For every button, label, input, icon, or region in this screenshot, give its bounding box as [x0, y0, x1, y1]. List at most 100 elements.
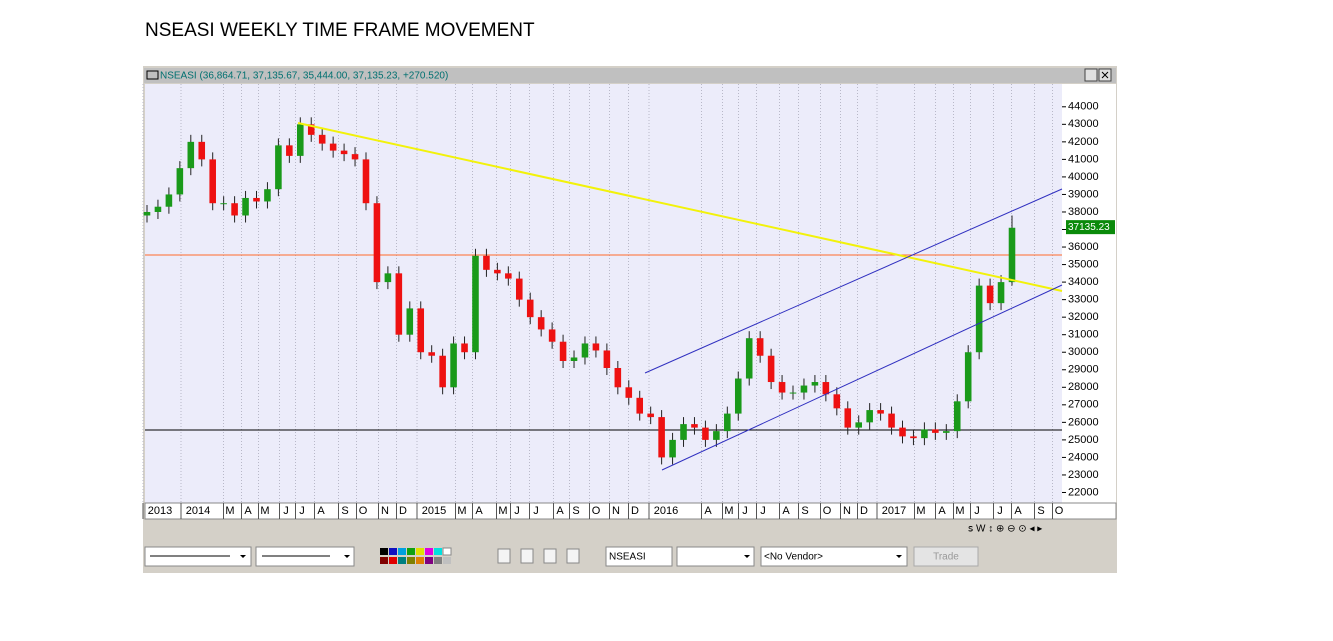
candle-body	[570, 357, 578, 361]
interval-select[interactable]	[676, 546, 755, 567]
y-tick-label: 38000	[1068, 206, 1099, 218]
y-tick-label: 39000	[1068, 188, 1099, 200]
x-tick-label: S	[341, 505, 348, 517]
candle-body	[767, 355, 775, 383]
candle-body	[417, 308, 425, 353]
y-tick-label: 41000	[1068, 153, 1099, 165]
x-tick-label: S	[1037, 505, 1044, 517]
x-tick-label: D	[399, 505, 407, 517]
y-tick-label: 40000	[1068, 171, 1099, 183]
candle-body	[932, 429, 939, 433]
candle-body	[953, 401, 961, 432]
candle-body	[362, 159, 370, 204]
y-tick-label: 42000	[1068, 136, 1099, 148]
y-tick-label: 29000	[1068, 364, 1099, 376]
last-price-label: 37135.23	[1068, 222, 1110, 233]
candle-body	[318, 134, 326, 144]
x-tick-label: J	[533, 505, 539, 517]
restore-button[interactable]	[1084, 68, 1098, 82]
candle-body	[559, 341, 567, 361]
tool-button[interactable]	[520, 548, 534, 564]
y-tick-label: 32000	[1068, 311, 1099, 323]
candle-body	[844, 408, 852, 428]
y-tick-label: 43000	[1068, 118, 1099, 130]
x-tick-label: J	[299, 505, 305, 517]
candle-body	[340, 150, 348, 155]
candle-body	[297, 124, 304, 156]
candle-body	[910, 436, 917, 439]
scrollbar[interactable]	[145, 520, 1116, 538]
channel-upper	[644, 188, 1063, 374]
x-tick-label: M	[916, 505, 925, 517]
candle-body	[636, 397, 644, 414]
candle-body	[1008, 227, 1016, 283]
candle-body	[614, 368, 622, 388]
candle-body	[526, 299, 534, 318]
x-tick-label: O	[823, 505, 832, 517]
candle-body	[198, 141, 206, 160]
trade-button[interactable]	[913, 546, 979, 567]
y-tick-label: 44000	[1068, 101, 1099, 113]
symbol-input[interactable]	[605, 546, 673, 567]
candle-body	[855, 422, 862, 428]
candle-body	[603, 350, 611, 369]
x-tick-label: A	[782, 505, 790, 517]
candle-body	[822, 382, 830, 395]
x-tick-label: A	[1014, 505, 1022, 517]
tool-button[interactable]	[497, 548, 511, 564]
candle-body	[351, 154, 359, 160]
y-tick-label: 34000	[1068, 276, 1099, 288]
x-tick-label: 2014	[186, 505, 210, 517]
candle-body	[154, 206, 162, 212]
candle-body	[702, 427, 709, 440]
candle-body	[713, 431, 720, 440]
color-palette[interactable]	[380, 547, 452, 564]
candle-body	[756, 338, 764, 356]
last-price-tag	[1066, 220, 1115, 235]
tool-button[interactable]	[543, 548, 557, 564]
y-tick-label: 30000	[1068, 346, 1099, 358]
scroll-controls: ꜱ W ↕ ⊕ ⊖ ⊙ ◂ ▸	[968, 524, 1042, 535]
x-tick-label: M	[457, 505, 466, 517]
candle-body	[406, 308, 414, 335]
x-tick-label: 2017	[882, 505, 906, 517]
x-tick-label: A	[317, 505, 325, 517]
x-tick-label: J	[997, 505, 1003, 517]
candle-body	[275, 145, 282, 190]
x-tick-label: M	[260, 505, 269, 517]
y-tick-label: 36000	[1068, 241, 1099, 253]
candle-body	[833, 394, 841, 409]
candle-body	[625, 387, 633, 398]
x-tick-label: O	[1055, 505, 1064, 517]
candle-body	[439, 355, 446, 388]
candle-body	[997, 282, 1005, 304]
candle-body	[975, 285, 983, 353]
x-tick-label: J	[742, 505, 748, 517]
candle-body	[384, 273, 392, 283]
vendor-select[interactable]	[760, 546, 908, 567]
x-tick-label: A	[475, 505, 483, 517]
candle-body	[658, 417, 665, 458]
x-tick-label: M	[498, 505, 507, 517]
candle-body	[209, 159, 216, 204]
x-tick-label: A	[244, 505, 252, 517]
candle-body	[548, 329, 556, 342]
x-tick-label: 2015	[422, 505, 446, 517]
candle-body	[592, 343, 600, 351]
y-tick-label: 35000	[1068, 258, 1099, 270]
y-tick-label: 25000	[1068, 434, 1099, 446]
y-axis-area	[1062, 84, 1116, 503]
x-tick-label: M	[724, 505, 733, 517]
candle-body	[494, 269, 501, 274]
tool-button[interactable]	[566, 548, 580, 564]
candle-body	[921, 429, 928, 439]
candle-body	[581, 343, 589, 358]
x-tick-label: M	[955, 505, 964, 517]
x-tick-label: 2013	[148, 505, 172, 517]
trend-line	[297, 122, 1063, 292]
x-tick-label: O	[592, 505, 601, 517]
x-tick-label: N	[612, 505, 620, 517]
candle-body	[669, 439, 676, 458]
candle-body	[515, 278, 523, 300]
